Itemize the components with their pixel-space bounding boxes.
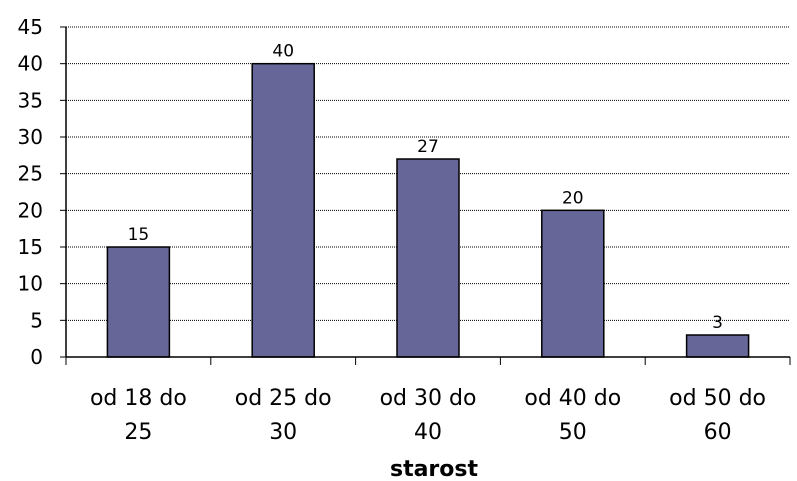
y-tick-label: 40 xyxy=(18,52,43,76)
x-axis-title: starost xyxy=(390,457,479,481)
bar xyxy=(251,62,315,358)
x-tick-label: 25 xyxy=(124,420,152,445)
bar xyxy=(396,158,460,358)
bar xyxy=(685,334,750,358)
data-labels: 15 40 27 20 3 xyxy=(128,42,723,333)
y-tick-label: 0 xyxy=(30,345,43,369)
data-label: 27 xyxy=(417,137,439,157)
bar xyxy=(541,209,605,358)
x-tick-label: 50 xyxy=(559,420,587,445)
x-tick-label: 30 xyxy=(269,420,297,445)
x-tick-label: od 25 do xyxy=(235,386,332,411)
x-tick-label: 60 xyxy=(704,420,732,445)
y-tick-label: 30 xyxy=(18,125,43,149)
y-tick-label: 5 xyxy=(30,308,43,332)
y-tick-label: 35 xyxy=(18,88,43,112)
y-tick-label: 10 xyxy=(18,272,43,296)
y-tick-label: 15 xyxy=(18,235,43,259)
y-tick-label: 45 xyxy=(18,15,43,39)
y-tick-labels: 0 5 10 15 20 25 30 35 40 45 xyxy=(18,15,43,369)
data-label: 20 xyxy=(562,188,584,208)
data-label: 15 xyxy=(128,225,150,245)
bar xyxy=(106,246,171,358)
y-tick-label: 20 xyxy=(18,198,43,222)
x-tick-label: 40 xyxy=(414,420,442,445)
bars xyxy=(106,62,750,358)
x-tick-label: od 30 do xyxy=(380,386,477,411)
x-tick-label: od 40 do xyxy=(524,386,621,411)
x-tick-label: od 18 do xyxy=(90,386,187,411)
data-label: 3 xyxy=(712,313,723,333)
x-tick-label: od 50 do xyxy=(669,386,766,411)
data-label: 40 xyxy=(272,42,294,62)
axes xyxy=(60,26,791,365)
x-tick-labels: od 18 do 25 od 25 do 30 od 30 do 40 od 40 do 50… xyxy=(90,386,766,445)
y-tick-label: 25 xyxy=(18,162,43,186)
